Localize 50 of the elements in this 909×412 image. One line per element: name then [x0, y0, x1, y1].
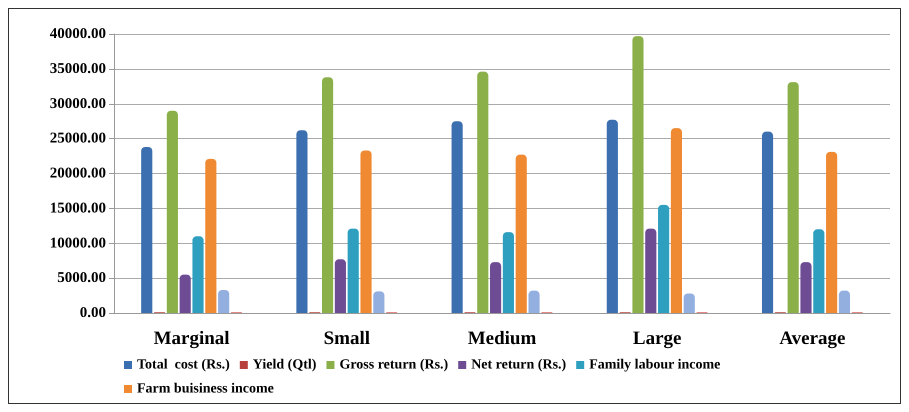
bar [452, 121, 463, 313]
legend-label: Farm buisiness income [137, 382, 274, 396]
bar [645, 228, 656, 313]
y-tick-label: 35000.00 [50, 60, 106, 77]
bar [826, 152, 838, 313]
y-tick-label: 25000.00 [50, 130, 106, 147]
x-tick-label: Average [779, 328, 846, 349]
bar [180, 274, 191, 313]
y-tick-label: 0.00 [80, 305, 106, 321]
bar [373, 291, 384, 313]
y-tick-label: 30000.00 [50, 96, 106, 112]
y-tick-label: 40000.00 [50, 26, 106, 42]
legend-label: Total cost (Rs.) [137, 358, 230, 372]
x-tick-label: Small [324, 328, 370, 349]
bar [658, 204, 670, 313]
bar [192, 236, 204, 313]
y-tick-label: 5000.00 [57, 270, 106, 286]
bar [813, 229, 824, 313]
bar [322, 77, 334, 313]
y-tick-label: 20000.00 [50, 166, 106, 182]
y-tick-label: 10000.00 [50, 235, 106, 252]
bar [477, 72, 488, 313]
legend-label: Net return (Rs.) [471, 358, 567, 372]
legend-label: Gross return (Rs.) [339, 358, 449, 372]
bar [360, 150, 372, 313]
bar [670, 128, 682, 313]
x-tick-label: Medium [468, 328, 536, 349]
bar [490, 262, 502, 313]
bar [205, 158, 216, 313]
x-tick-label: Marginal [154, 328, 230, 349]
bar [334, 259, 346, 313]
bar [528, 290, 540, 313]
y-tick-label: 15000.00 [50, 200, 106, 216]
bar [516, 154, 527, 313]
bar [296, 130, 308, 313]
bar [348, 228, 359, 313]
bar [166, 110, 178, 313]
bar [632, 36, 644, 313]
legend-label: Family labour income [589, 358, 720, 372]
x-tick-label: Large [632, 328, 682, 349]
bar [218, 290, 230, 313]
legend-label: Yield (Qtl) [252, 358, 317, 372]
bar [502, 232, 514, 313]
bar [684, 293, 695, 313]
bar [788, 82, 799, 313]
bar [838, 290, 850, 313]
bar [762, 132, 774, 313]
bar [606, 120, 618, 313]
bar [141, 146, 152, 313]
bar [800, 262, 812, 313]
